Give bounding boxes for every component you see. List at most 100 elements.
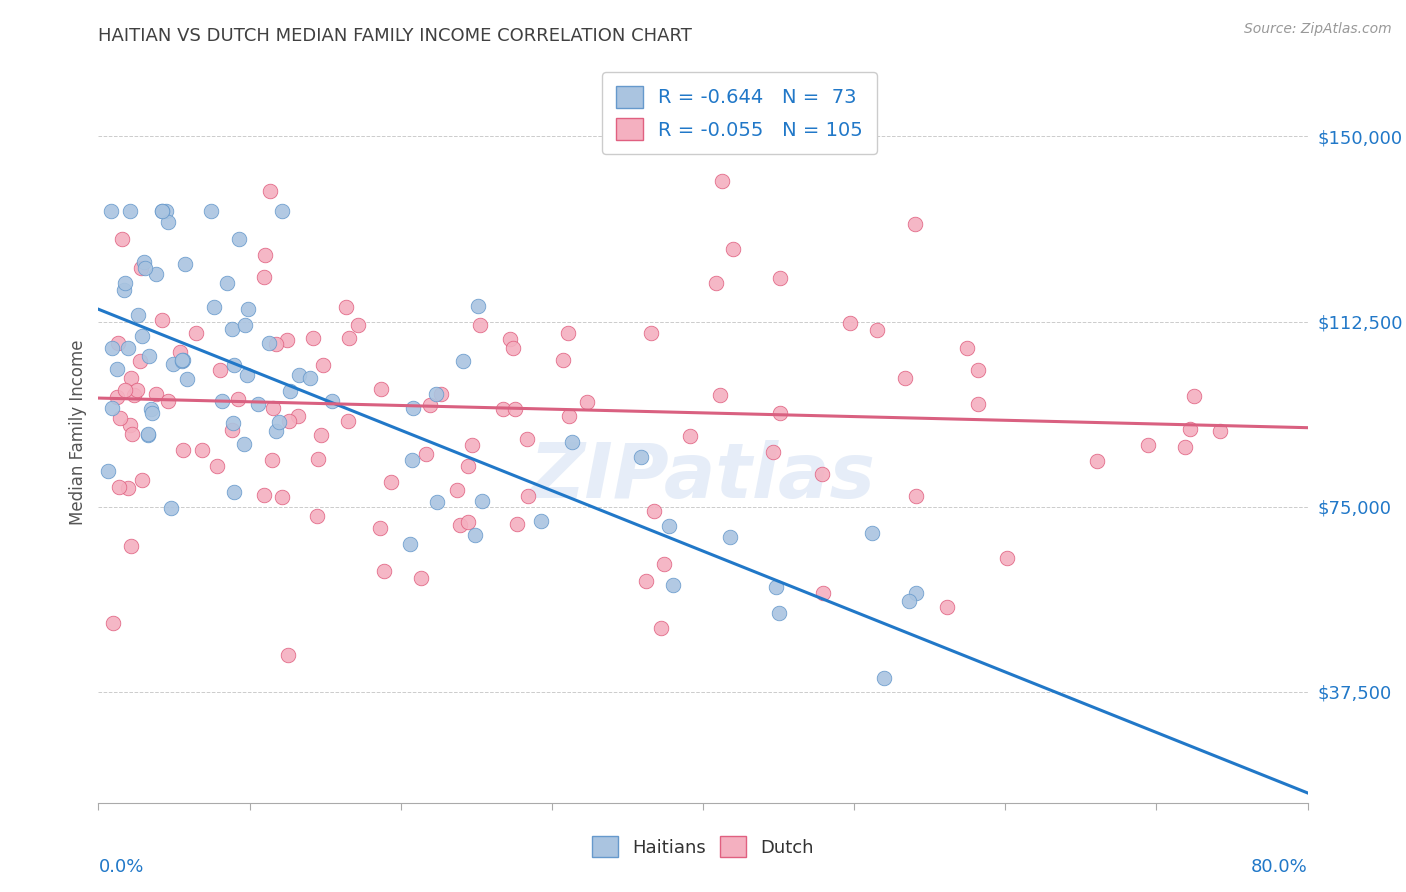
Point — [134, 261, 156, 276]
Point — [470, 318, 492, 332]
Text: 0.0%: 0.0% — [98, 858, 143, 876]
Point — [120, 371, 142, 385]
Point — [558, 409, 581, 423]
Point — [765, 580, 787, 594]
Point — [278, 414, 301, 428]
Point — [370, 382, 392, 396]
Point — [380, 475, 402, 489]
Point — [399, 536, 422, 550]
Point — [1209, 424, 1232, 438]
Point — [101, 341, 124, 355]
Point — [299, 371, 322, 385]
Point — [453, 354, 475, 368]
Point — [457, 515, 479, 529]
Text: HAITIAN VS DUTCH MEDIAN FAMILY INCOME CORRELATION CHART: HAITIAN VS DUTCH MEDIAN FAMILY INCOME CO… — [98, 27, 692, 45]
Point — [460, 438, 482, 452]
Point — [271, 203, 294, 218]
Point — [100, 203, 122, 218]
Point — [517, 489, 540, 503]
Point — [905, 489, 928, 503]
Point — [222, 484, 245, 499]
Point — [838, 316, 860, 330]
Point — [368, 521, 391, 535]
Point — [262, 401, 284, 415]
Point — [995, 550, 1018, 565]
Point — [152, 203, 174, 218]
Point — [207, 458, 229, 473]
Point — [236, 368, 259, 383]
Point — [191, 443, 214, 458]
Point — [373, 564, 395, 578]
Point — [108, 480, 131, 494]
Point — [139, 402, 162, 417]
Point — [502, 341, 524, 355]
Point — [267, 415, 290, 429]
Point — [634, 574, 657, 589]
Point — [200, 203, 222, 218]
Point — [467, 299, 489, 313]
Point — [464, 528, 486, 542]
Point — [221, 322, 243, 336]
Point — [426, 495, 449, 509]
Point — [114, 384, 136, 398]
Point — [966, 397, 988, 411]
Point — [105, 390, 128, 404]
Point — [125, 383, 148, 397]
Point — [401, 453, 423, 467]
Point — [305, 508, 328, 523]
Point — [211, 393, 233, 408]
Y-axis label: Median Family Income: Median Family Income — [69, 340, 87, 525]
Point — [721, 242, 744, 256]
Point — [503, 402, 526, 417]
Legend: Haitians, Dutch: Haitians, Dutch — [582, 825, 824, 868]
Point — [894, 371, 917, 385]
Point — [661, 578, 683, 592]
Point — [347, 318, 370, 332]
Point — [897, 594, 920, 608]
Point — [302, 331, 325, 345]
Point — [145, 387, 167, 401]
Point — [1174, 440, 1197, 454]
Point — [238, 302, 260, 317]
Point — [224, 358, 246, 372]
Point — [108, 410, 131, 425]
Point — [159, 500, 181, 515]
Point — [145, 267, 167, 281]
Point — [419, 398, 441, 412]
Point — [262, 452, 284, 467]
Point — [186, 326, 208, 340]
Point — [101, 401, 124, 415]
Point — [312, 358, 335, 372]
Point — [172, 353, 194, 368]
Point — [136, 426, 159, 441]
Point — [217, 277, 239, 291]
Point — [264, 336, 287, 351]
Point — [904, 217, 927, 231]
Point — [162, 357, 184, 371]
Point — [221, 423, 243, 437]
Point — [202, 300, 225, 314]
Point — [1087, 454, 1109, 468]
Point — [257, 335, 280, 350]
Point — [561, 435, 583, 450]
Point — [905, 586, 928, 600]
Point — [176, 372, 198, 386]
Point — [402, 401, 425, 416]
Point — [718, 530, 741, 544]
Point — [516, 432, 538, 446]
Point — [103, 615, 125, 630]
Point — [127, 308, 149, 322]
Point — [138, 349, 160, 363]
Point — [118, 203, 141, 218]
Point — [270, 490, 292, 504]
Point — [111, 232, 134, 246]
Point — [551, 353, 574, 368]
Point — [1182, 389, 1205, 403]
Point — [264, 424, 287, 438]
Point — [105, 362, 128, 376]
Point — [865, 323, 887, 337]
Point — [425, 387, 447, 401]
Point — [967, 362, 990, 376]
Point — [222, 416, 245, 430]
Point — [124, 388, 146, 402]
